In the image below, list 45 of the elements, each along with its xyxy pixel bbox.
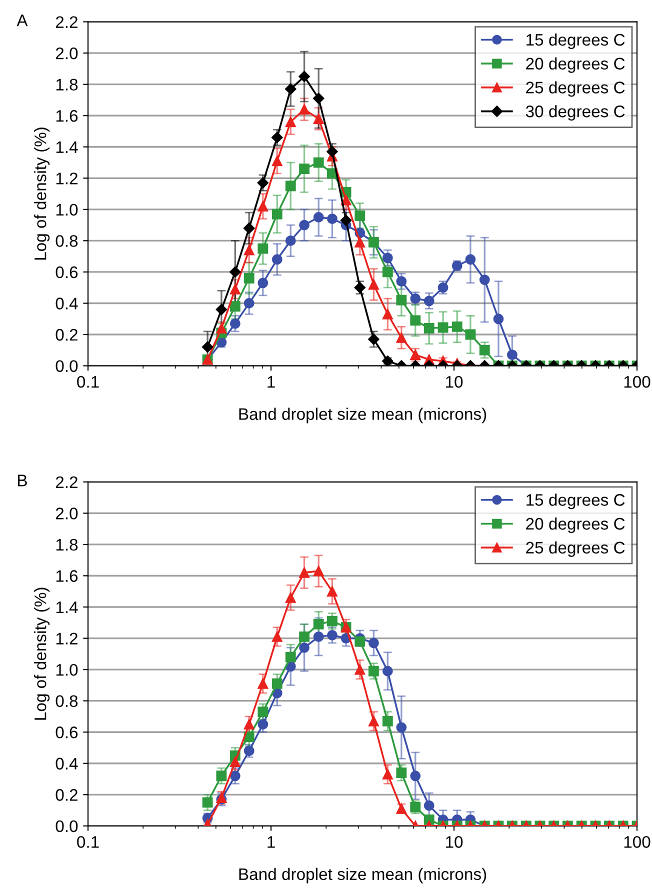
x-tick-label: 1 (268, 376, 275, 388)
y-tick-label: 1.6 (56, 570, 78, 582)
y-tick-label: 0.2 (56, 328, 78, 341)
legend-label: 20 degrees C (526, 517, 625, 534)
y-tick-label: 1.4 (56, 141, 78, 153)
legend-label: 25 degrees C (526, 81, 625, 97)
y-axis-title: Log of density (%) (34, 128, 50, 260)
x-tick-label: 100 (624, 376, 650, 388)
y-tick-label: 0.6 (56, 266, 78, 278)
y-tick-label: 2.0 (56, 508, 78, 520)
x-tick-label: 100 (624, 836, 650, 848)
y-tick-label: 1.0 (56, 204, 78, 216)
y-tick-label: 1.8 (56, 538, 78, 551)
y-tick-label: 2.0 (56, 47, 78, 60)
y-tick-label: 0.0 (56, 820, 78, 832)
x-tick-label: 0.1 (77, 836, 99, 848)
x-tick-label: 10 (446, 836, 463, 848)
legend-label: 25 degrees C (526, 541, 625, 557)
x-tick-label: 10 (446, 376, 463, 388)
chart-title: A (16, 14, 28, 26)
y-tick-label: 1.2 (56, 632, 78, 644)
legend-label: 15 degrees C (526, 33, 625, 50)
y-tick-label: 0.8 (56, 695, 78, 708)
x-axis-title: Band droplet size mean (microns) (239, 408, 486, 424)
y-tick-label: 0.0 (56, 360, 78, 372)
y-tick-label: 0.2 (56, 789, 78, 801)
y-tick-label: 0.6 (56, 726, 78, 738)
y-tick-label: 0.8 (56, 235, 78, 247)
y-tick-label: 1.6 (56, 110, 78, 122)
y-tick-label: 1.2 (56, 172, 78, 184)
y-tick-label: 0.4 (56, 298, 78, 310)
legend-label: 15 degrees C (526, 494, 625, 510)
y-axis-title: Log of density (%) (34, 588, 50, 720)
y-tick-label: 2.2 (56, 16, 78, 28)
x-tick-label: 1 (268, 836, 275, 848)
legend-label: 20 degrees C (526, 57, 625, 73)
y-tick-label: 1.8 (56, 78, 78, 91)
y-tick-label: 1.4 (56, 602, 78, 614)
legend-label: 30 degrees C (526, 105, 625, 121)
y-tick-label: 1.0 (56, 664, 78, 676)
x-axis-title: Band droplet size mean (microns) (239, 868, 486, 884)
y-tick-label: 2.2 (56, 476, 78, 488)
y-tick-label: 0.4 (56, 758, 78, 770)
chart-title: B (18, 474, 27, 486)
x-tick-label: 0.1 (77, 376, 99, 388)
